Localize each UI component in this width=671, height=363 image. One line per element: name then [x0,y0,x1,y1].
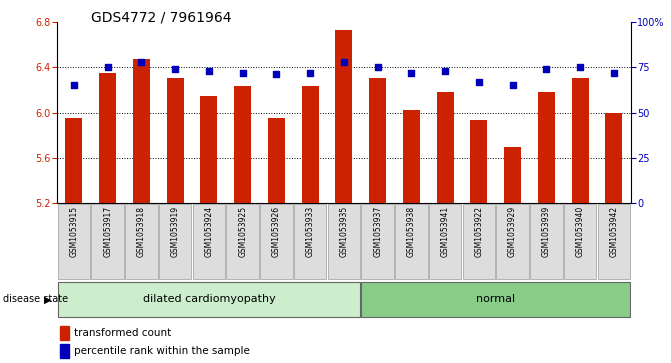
Bar [470,121,487,203]
Text: GSM1053915: GSM1053915 [69,205,79,257]
Point [170,66,180,72]
Bar [605,113,622,203]
FancyBboxPatch shape [58,282,360,317]
FancyBboxPatch shape [463,204,495,279]
FancyBboxPatch shape [395,204,427,279]
Text: GSM1053919: GSM1053919 [170,205,180,257]
Bar [133,59,150,203]
FancyBboxPatch shape [362,204,394,279]
FancyBboxPatch shape [58,204,90,279]
Text: GSM1053918: GSM1053918 [137,205,146,257]
Text: normal: normal [476,294,515,305]
Bar [437,92,454,203]
FancyBboxPatch shape [193,204,225,279]
Point [541,66,552,72]
FancyBboxPatch shape [327,204,360,279]
Point [271,72,282,77]
Point [238,70,248,76]
Text: ▶: ▶ [44,294,51,305]
Point [339,59,350,65]
Bar [99,73,116,203]
Point [609,70,619,76]
Bar [234,86,251,203]
Text: GSM1053939: GSM1053939 [542,205,551,257]
Bar [60,326,69,340]
Point [203,68,214,74]
Point [474,79,484,85]
FancyBboxPatch shape [260,204,293,279]
Text: GSM1053942: GSM1053942 [609,205,619,257]
Text: GSM1053929: GSM1053929 [508,205,517,257]
Text: GSM1053917: GSM1053917 [103,205,112,257]
Bar [302,86,319,203]
FancyBboxPatch shape [429,204,462,279]
Bar [369,78,386,203]
Bar [572,78,588,203]
Text: GSM1053924: GSM1053924 [205,205,213,257]
Bar [66,118,83,203]
Bar [538,92,555,203]
Text: dilated cardiomyopathy: dilated cardiomyopathy [142,294,275,305]
Text: GSM1053938: GSM1053938 [407,205,416,257]
Point [507,82,518,88]
Text: disease state: disease state [3,294,68,305]
FancyBboxPatch shape [125,204,158,279]
Point [440,68,450,74]
Text: GSM1053937: GSM1053937 [373,205,382,257]
FancyBboxPatch shape [564,204,597,279]
Bar [166,78,184,203]
Bar [403,110,420,203]
Text: GSM1053933: GSM1053933 [305,205,315,257]
Bar [201,95,217,203]
Text: GSM1053926: GSM1053926 [272,205,281,257]
Bar [268,118,285,203]
Text: GSM1053925: GSM1053925 [238,205,247,257]
FancyBboxPatch shape [294,204,326,279]
Text: percentile rank within the sample: percentile rank within the sample [74,346,250,356]
Point [136,59,147,65]
Bar [60,344,69,358]
FancyBboxPatch shape [530,204,562,279]
Point [102,64,113,70]
FancyBboxPatch shape [91,204,124,279]
Text: GSM1053935: GSM1053935 [340,205,348,257]
Text: GSM1053922: GSM1053922 [474,205,483,257]
Point [68,82,79,88]
Text: GSM1053940: GSM1053940 [576,205,584,257]
Text: GDS4772 / 7961964: GDS4772 / 7961964 [91,11,231,25]
Text: GSM1053941: GSM1053941 [441,205,450,257]
Point [372,64,383,70]
FancyBboxPatch shape [362,282,630,317]
Point [575,64,586,70]
FancyBboxPatch shape [226,204,259,279]
Point [305,70,315,76]
Bar [504,147,521,203]
Text: transformed count: transformed count [74,329,172,338]
Point [406,70,417,76]
Bar [336,30,352,203]
FancyBboxPatch shape [159,204,191,279]
FancyBboxPatch shape [598,204,630,279]
FancyBboxPatch shape [497,204,529,279]
